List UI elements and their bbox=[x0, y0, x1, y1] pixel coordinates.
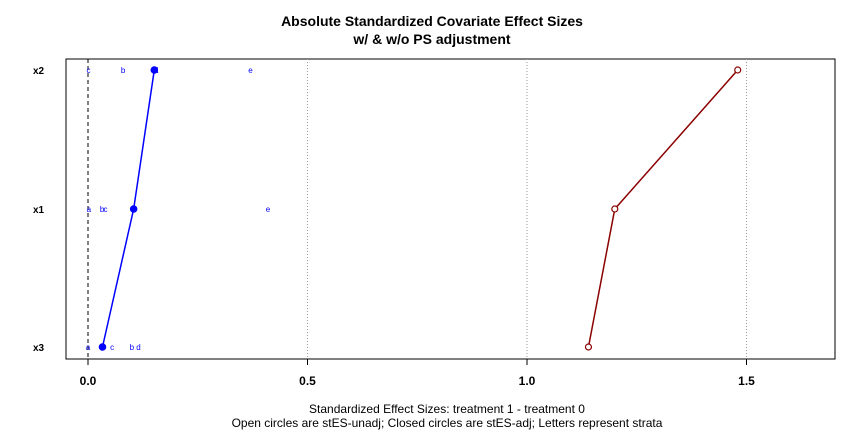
strata-letter: c bbox=[104, 205, 108, 214]
series-line bbox=[101, 69, 156, 348]
y-tick-label: x1 bbox=[33, 205, 45, 216]
x-tick-label: 0.0 bbox=[80, 374, 97, 388]
strata-letter: a bbox=[154, 66, 159, 75]
strata-letter: d bbox=[136, 343, 140, 352]
strata-letter: a bbox=[87, 205, 92, 214]
unadjusted-point bbox=[584, 343, 593, 351]
y-tick-label: x2 bbox=[33, 66, 45, 77]
strata-letter: b bbox=[130, 343, 135, 352]
adjusted-point bbox=[129, 205, 138, 213]
strata-letter: b bbox=[100, 205, 105, 214]
strata-letter: a bbox=[86, 343, 91, 352]
strata-letter: c bbox=[86, 66, 90, 75]
x-axis-label: Standardized Effect Sizes: treatment 1 -… bbox=[309, 402, 585, 416]
adjusted-point bbox=[98, 343, 107, 351]
unadjusted-point bbox=[734, 66, 742, 74]
unadjusted-point bbox=[611, 205, 619, 213]
strata-letter: b bbox=[121, 66, 126, 75]
x-tick-label: 1.5 bbox=[738, 374, 755, 388]
chart-title: Absolute Standardized Covariate Effect S… bbox=[281, 13, 583, 29]
series-line bbox=[587, 69, 739, 348]
strata-letter: e bbox=[266, 205, 271, 214]
strata-letter: d bbox=[154, 66, 158, 75]
strata-letter: c bbox=[110, 343, 114, 352]
x-tick-label: 0.5 bbox=[299, 374, 316, 388]
x-axis-caption: Open circles are stES-unadj; Closed circ… bbox=[231, 416, 663, 430]
strata-letter: e bbox=[248, 66, 253, 75]
adjusted-point bbox=[150, 66, 159, 74]
x-tick-label: 1.0 bbox=[519, 374, 536, 388]
chart-subtitle: w/ & w/o PS adjustment bbox=[353, 31, 511, 47]
strata-letter: d bbox=[131, 205, 135, 214]
y-tick-label: x3 bbox=[33, 343, 45, 354]
plot-frame bbox=[65, 58, 836, 360]
